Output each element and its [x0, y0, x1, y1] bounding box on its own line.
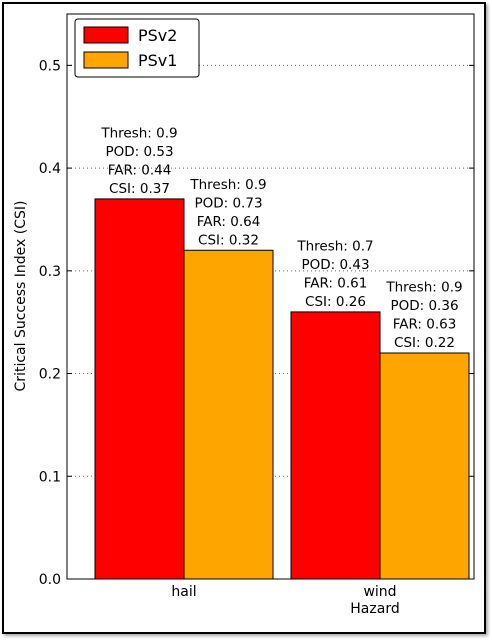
y-axis: 0.0 0.1 0.2 0.3 0.4 0.5 [39, 58, 474, 588]
bar-annotation-line: POD: 0.53 [105, 144, 173, 160]
bar-psv2-wind [290, 311, 381, 580]
bar-psv1-wind [379, 352, 470, 580]
x-axis: hail wind [171, 574, 397, 600]
bar-annotation-line: FAR: 0.64 [197, 214, 261, 230]
legend-label: PSv1 [138, 51, 177, 70]
bar-annotation-line: CSI: 0.26 [305, 294, 366, 310]
bar-annotation-line: POD: 0.36 [390, 298, 458, 314]
x-tick-label: wind [363, 584, 396, 600]
y-tick-label: 0.3 [39, 264, 61, 280]
bar-annotation-line: CSI: 0.32 [198, 232, 259, 248]
bar-annotation-line: POD: 0.73 [194, 195, 262, 211]
bar-annotation-line: Thresh: 0.9 [385, 280, 462, 296]
plot-area [66, 13, 475, 580]
bar-annotations: Thresh: 0.9 POD: 0.53 FAR: 0.44 CSI: 0.37 Th… [100, 125, 462, 351]
y-tick-label: 0.5 [39, 58, 61, 74]
bars [94, 198, 470, 580]
legend: PSv2 PSv1 [74, 18, 200, 78]
bar-annotation-line: Thresh: 0.7 [296, 238, 373, 254]
bar-annotation-line: Thresh: 0.9 [100, 125, 177, 141]
legend-swatch-psv2 [83, 26, 129, 44]
legend-swatch-psv1 [83, 51, 129, 69]
bar-annotation-line: FAR: 0.44 [108, 162, 172, 178]
bar-annotation-line: FAR: 0.63 [393, 317, 457, 333]
bar-psv2-hail [94, 198, 185, 580]
y-axis-label: Critical Success Index (CSI) [13, 201, 29, 392]
bar-annotation-line: CSI: 0.22 [394, 335, 455, 351]
y-tick-label: 0.4 [39, 161, 61, 177]
y-tick-label: 0.1 [39, 469, 61, 485]
x-axis-label: Hazard [350, 601, 399, 617]
bar-psv1-hail [183, 249, 274, 580]
bar-annotation-line: POD: 0.43 [301, 257, 369, 273]
bar-annotation-line: FAR: 0.61 [304, 275, 368, 291]
x-tick-label: hail [171, 584, 196, 600]
y-tick-label: 0.2 [39, 367, 61, 383]
bar-annotation-line: CSI: 0.37 [109, 181, 170, 197]
legend-label: PSv2 [138, 26, 177, 45]
y-tick-label: 0.0 [39, 572, 61, 588]
bar-annotation-line: Thresh: 0.9 [189, 177, 266, 193]
